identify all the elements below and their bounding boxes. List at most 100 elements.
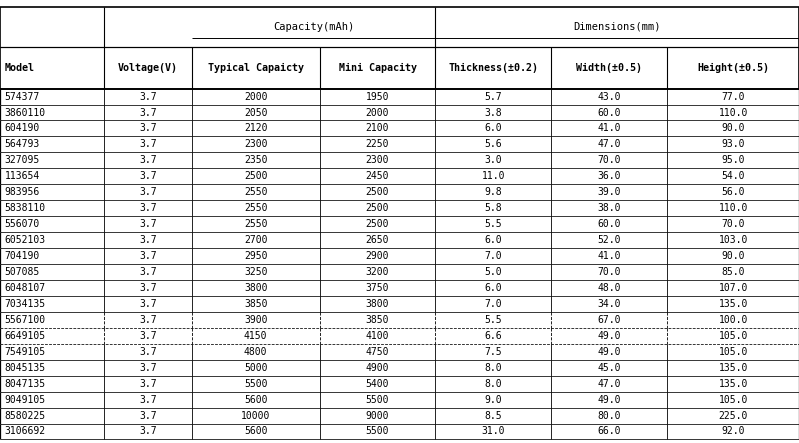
Text: 36.0: 36.0 xyxy=(598,171,621,181)
Text: 327095: 327095 xyxy=(5,155,40,165)
Text: 2500: 2500 xyxy=(366,203,389,213)
Text: 4150: 4150 xyxy=(244,331,268,341)
Text: 11.0: 11.0 xyxy=(482,171,505,181)
Text: 8580225: 8580225 xyxy=(5,411,46,420)
Text: 5000: 5000 xyxy=(244,363,268,373)
Text: 3750: 3750 xyxy=(366,283,389,293)
Text: 7.0: 7.0 xyxy=(484,251,503,261)
Text: 110.0: 110.0 xyxy=(718,203,748,213)
Text: 6048107: 6048107 xyxy=(5,283,46,293)
Text: 2550: 2550 xyxy=(244,187,268,197)
Text: 2300: 2300 xyxy=(244,140,268,149)
Text: 103.0: 103.0 xyxy=(718,235,748,245)
Text: 5.0: 5.0 xyxy=(484,267,503,277)
Text: 2500: 2500 xyxy=(366,187,389,197)
Text: 67.0: 67.0 xyxy=(598,315,621,325)
Text: 3800: 3800 xyxy=(366,299,389,309)
Text: 3.7: 3.7 xyxy=(139,283,157,293)
Text: 3.7: 3.7 xyxy=(139,108,157,117)
Text: 45.0: 45.0 xyxy=(598,363,621,373)
Text: 10000: 10000 xyxy=(241,411,270,420)
Text: 5838110: 5838110 xyxy=(5,203,46,213)
Text: 3.7: 3.7 xyxy=(139,92,157,101)
Text: 5500: 5500 xyxy=(366,395,389,404)
Text: 60.0: 60.0 xyxy=(598,108,621,117)
Text: 105.0: 105.0 xyxy=(718,347,748,357)
Text: 54.0: 54.0 xyxy=(721,171,745,181)
Text: 3.7: 3.7 xyxy=(139,411,157,420)
Text: 95.0: 95.0 xyxy=(721,155,745,165)
Text: 604190: 604190 xyxy=(5,124,40,133)
Text: 105.0: 105.0 xyxy=(718,331,748,341)
Text: 47.0: 47.0 xyxy=(598,140,621,149)
Text: 41.0: 41.0 xyxy=(598,251,621,261)
Text: 107.0: 107.0 xyxy=(718,283,748,293)
Text: 3.0: 3.0 xyxy=(484,155,503,165)
Text: 3900: 3900 xyxy=(244,315,268,325)
Text: 2550: 2550 xyxy=(244,203,268,213)
Text: 48.0: 48.0 xyxy=(598,283,621,293)
Text: 2050: 2050 xyxy=(244,108,268,117)
Text: 52.0: 52.0 xyxy=(598,235,621,245)
Text: 41.0: 41.0 xyxy=(598,124,621,133)
Text: 3.7: 3.7 xyxy=(139,251,157,261)
Text: 5.6: 5.6 xyxy=(484,140,503,149)
Text: 3.7: 3.7 xyxy=(139,299,157,309)
Text: 5600: 5600 xyxy=(244,427,268,436)
Text: 6.0: 6.0 xyxy=(484,235,503,245)
Text: 6.6: 6.6 xyxy=(484,331,503,341)
Text: 77.0: 77.0 xyxy=(721,92,745,101)
Text: 135.0: 135.0 xyxy=(718,299,748,309)
Text: 5.5: 5.5 xyxy=(484,219,503,229)
Text: 2120: 2120 xyxy=(244,124,268,133)
Text: 3.7: 3.7 xyxy=(139,187,157,197)
Text: 105.0: 105.0 xyxy=(718,395,748,404)
Text: 49.0: 49.0 xyxy=(598,395,621,404)
Text: 983956: 983956 xyxy=(5,187,40,197)
Text: 3.7: 3.7 xyxy=(139,124,157,133)
Text: 3.7: 3.7 xyxy=(139,219,157,229)
Text: 9049105: 9049105 xyxy=(5,395,46,404)
Text: 56.0: 56.0 xyxy=(721,187,745,197)
Text: 3.7: 3.7 xyxy=(139,171,157,181)
Text: 507085: 507085 xyxy=(5,267,40,277)
Text: 3.7: 3.7 xyxy=(139,235,157,245)
Text: 2450: 2450 xyxy=(366,171,389,181)
Text: 5600: 5600 xyxy=(244,395,268,404)
Text: 8047135: 8047135 xyxy=(5,379,46,389)
Text: 5.5: 5.5 xyxy=(484,315,503,325)
Text: 3106692: 3106692 xyxy=(5,427,46,436)
Text: 704190: 704190 xyxy=(5,251,40,261)
Text: 7.5: 7.5 xyxy=(484,347,503,357)
Text: 3.7: 3.7 xyxy=(139,347,157,357)
Text: 7.0: 7.0 xyxy=(484,299,503,309)
Text: 3.7: 3.7 xyxy=(139,395,157,404)
Text: 2300: 2300 xyxy=(366,155,389,165)
Text: 5567100: 5567100 xyxy=(5,315,46,325)
Text: 49.0: 49.0 xyxy=(598,331,621,341)
Text: 3860110: 3860110 xyxy=(5,108,46,117)
Text: 3.7: 3.7 xyxy=(139,363,157,373)
Text: 66.0: 66.0 xyxy=(598,427,621,436)
Text: 2650: 2650 xyxy=(366,235,389,245)
Text: 2250: 2250 xyxy=(366,140,389,149)
Text: 2950: 2950 xyxy=(244,251,268,261)
Text: 5400: 5400 xyxy=(366,379,389,389)
Text: 2500: 2500 xyxy=(366,219,389,229)
Text: Width(±0.5): Width(±0.5) xyxy=(576,62,642,73)
Text: 3.7: 3.7 xyxy=(139,315,157,325)
Text: 135.0: 135.0 xyxy=(718,379,748,389)
Text: 3200: 3200 xyxy=(366,267,389,277)
Text: 39.0: 39.0 xyxy=(598,187,621,197)
Text: 90.0: 90.0 xyxy=(721,124,745,133)
Text: 113654: 113654 xyxy=(5,171,40,181)
Text: 3250: 3250 xyxy=(244,267,268,277)
Text: 564793: 564793 xyxy=(5,140,40,149)
Text: 9.8: 9.8 xyxy=(484,187,503,197)
Text: 556070: 556070 xyxy=(5,219,40,229)
Text: 8.0: 8.0 xyxy=(484,379,503,389)
Text: 4800: 4800 xyxy=(244,347,268,357)
Text: 7549105: 7549105 xyxy=(5,347,46,357)
Text: 60.0: 60.0 xyxy=(598,219,621,229)
Text: 92.0: 92.0 xyxy=(721,427,745,436)
